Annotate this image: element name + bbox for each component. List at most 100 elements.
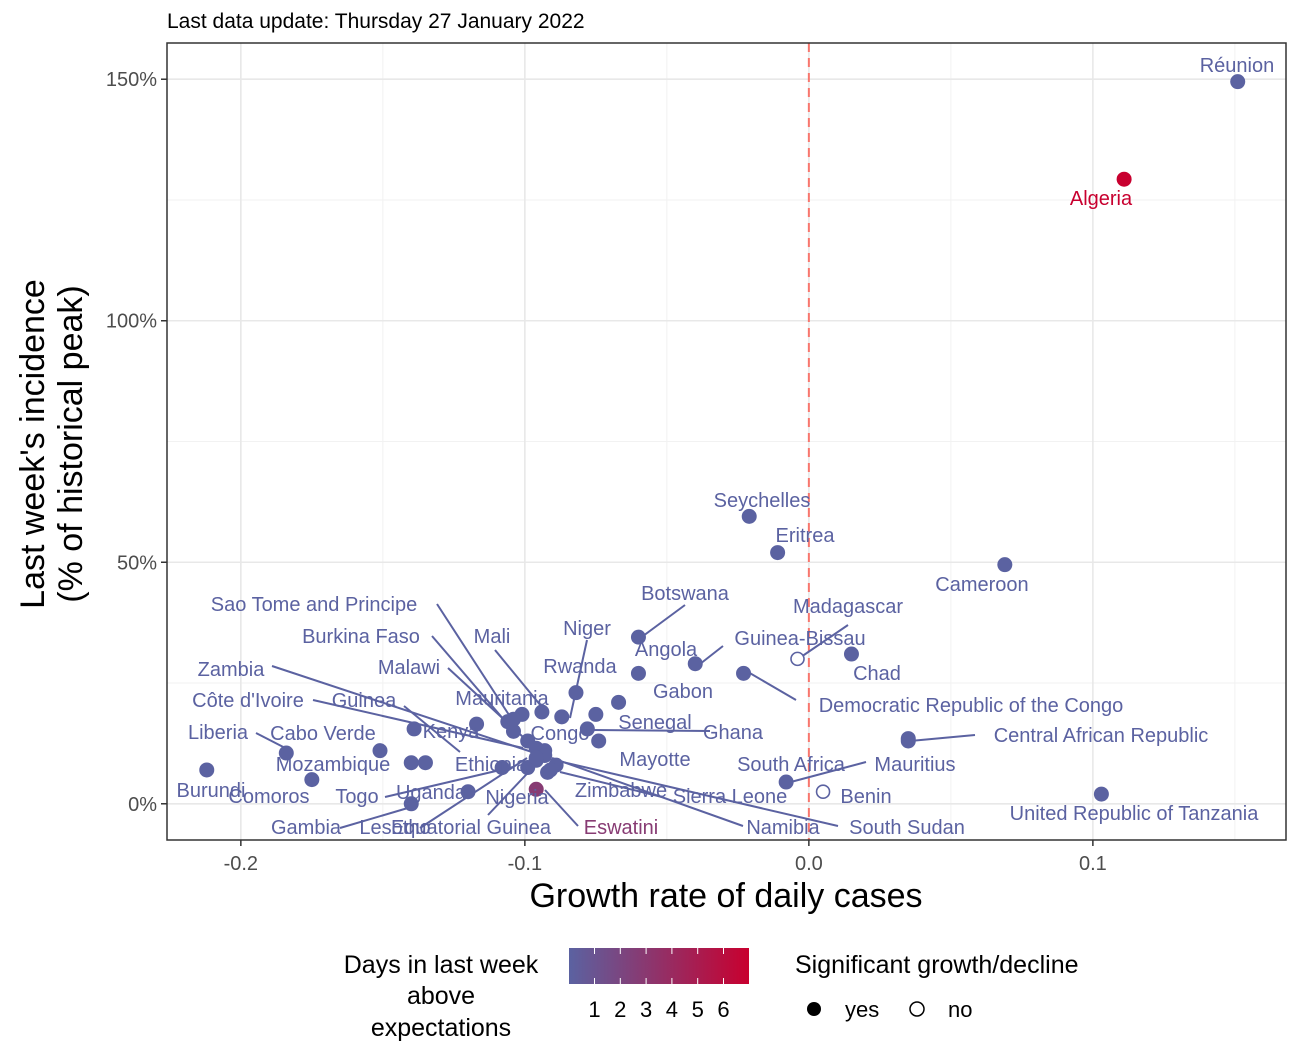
data-point [997, 557, 1013, 573]
point-label: Ghana [703, 722, 764, 744]
point-label: Equatorial Guinea [391, 817, 552, 839]
color-legend-title-line-3: expectations [371, 1014, 511, 1042]
point-label: Rwanda [543, 656, 617, 678]
x-tick-label: 0.1 [1079, 853, 1107, 875]
point-label: Sao Tome and Principe [211, 594, 417, 616]
leader-line [403, 705, 461, 753]
point-label: Réunion [1200, 55, 1275, 77]
point-label: Burkina Faso [302, 626, 420, 648]
y-axis-title-line-2: (% of historical peak) [52, 285, 90, 602]
data-point [611, 694, 627, 710]
point-label: Benin [840, 786, 891, 808]
leader-line [786, 761, 867, 784]
color-legend-tick-label: 5 [692, 997, 704, 1022]
color-legend-title: Days in last week above expectations [344, 951, 539, 1042]
plot-panel-border [166, 42, 1287, 841]
data-point-open [815, 784, 831, 799]
point-label: Congo [531, 723, 590, 745]
point-label: Chad [853, 663, 901, 685]
x-tick-label: -0.1 [508, 853, 542, 875]
shape-legend-no: no [948, 997, 972, 1022]
point-label: Eswatini [584, 817, 658, 839]
point-label: Côte d'Ivoire [192, 690, 304, 712]
data-point [534, 704, 550, 720]
point-label: Uganda [396, 782, 467, 804]
leader-line [384, 766, 514, 798]
leader-line [494, 649, 547, 713]
data-point [630, 665, 646, 681]
label-leader-lines [255, 603, 976, 829]
color-legend-tick-label: 4 [666, 997, 678, 1022]
data-point [460, 784, 476, 800]
point-label: Central African Republic [994, 725, 1209, 747]
data-point [568, 685, 584, 701]
data-point [469, 716, 485, 732]
point-label: Nigeria [485, 787, 549, 809]
leader-line [540, 756, 839, 827]
point-label: Kenya [423, 721, 481, 743]
data-point [403, 796, 419, 812]
point-label: Guinea [332, 690, 397, 712]
x-axis-title: Growth rate of daily cases [529, 877, 922, 915]
point-label: Zambia [198, 659, 266, 681]
y-axis-title: Last week's incidence (% of historical p… [14, 279, 90, 609]
point-label: Gambia [271, 817, 342, 839]
chart-subtitle: Last data update: Thursday 27 January 20… [167, 10, 585, 33]
point-label: Niger [563, 618, 611, 640]
leader-line [271, 665, 539, 755]
data-point [1230, 74, 1246, 90]
point-label: Algeria [1070, 188, 1133, 210]
data-point [494, 760, 510, 776]
color-legend-tick-label: 1 [588, 997, 600, 1022]
color-legend-tick-label: 2 [614, 997, 626, 1022]
leader-line [544, 789, 579, 827]
data-point [403, 755, 419, 771]
leader-line [747, 671, 797, 701]
leader-line [591, 729, 711, 732]
data-point [1093, 786, 1109, 802]
color-legend-bar [569, 948, 749, 984]
leader-line [909, 734, 976, 742]
data-point [505, 723, 521, 739]
point-label: Lesotho [359, 817, 430, 839]
y-axis-title-line-1: Last week's incidence [14, 279, 52, 609]
point-label: Seychelles [714, 490, 811, 512]
leader-line [436, 603, 512, 719]
color-legend-title-line-1: Days in last week [344, 951, 539, 979]
leader-line [797, 624, 849, 660]
data-point [687, 656, 703, 672]
data-point [542, 762, 558, 778]
data-point [630, 629, 646, 645]
y-tick-label: 0% [128, 794, 157, 816]
point-label: Zimbabwe [575, 780, 667, 802]
leader-line [699, 645, 724, 665]
point-label: Ethiopia [455, 754, 528, 776]
shape-legend-title: Significant growth/decline [795, 951, 1079, 979]
data-points [199, 74, 1246, 812]
data-point [554, 709, 570, 725]
point-label: Eritrea [776, 525, 836, 547]
data-point [278, 745, 294, 761]
point-label: Botswana [641, 583, 730, 605]
point-label: Cameroon [935, 574, 1028, 596]
point-label: Namibia [746, 817, 820, 839]
point-label: Mozambique [276, 754, 391, 776]
data-point [199, 762, 215, 778]
point-label: United Republic of Tanzania [1010, 803, 1260, 825]
data-point [900, 731, 916, 747]
point-label: Angola [635, 639, 698, 661]
point-label: Burundi [177, 780, 246, 802]
data-point [520, 733, 536, 749]
color-legend-title-line-2: above [407, 982, 475, 1010]
color-legend-tick-label: 3 [640, 997, 652, 1022]
leader-line [339, 804, 419, 829]
color-legend-tick-label: 6 [717, 997, 729, 1022]
point-label: Mauritius [874, 754, 955, 776]
x-tick-label: 0.0 [795, 853, 823, 875]
point-label: Liberia [188, 722, 249, 744]
point-label: Senegal [618, 712, 691, 734]
